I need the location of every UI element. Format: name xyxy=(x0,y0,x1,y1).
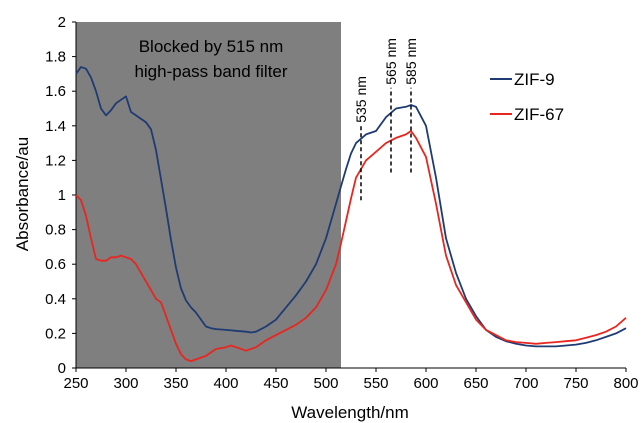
x-tick-label: 800 xyxy=(613,375,638,392)
y-tick-label: 2 xyxy=(58,14,66,31)
x-tick-label: 550 xyxy=(363,375,388,392)
y-tick-label: 0.8 xyxy=(45,222,66,239)
legend-label: ZIF-9 xyxy=(514,70,555,89)
x-axis-title: Wavelength/nm xyxy=(291,403,408,422)
x-tick-label: 500 xyxy=(313,375,338,392)
x-tick-label: 250 xyxy=(63,375,88,392)
blocked-region-label-line: Blocked by 515 nm xyxy=(139,37,284,56)
x-tick-label: 450 xyxy=(263,375,288,392)
x-tick-label: 300 xyxy=(113,375,138,392)
x-tick-label: 400 xyxy=(213,375,238,392)
y-tick-label: 1.4 xyxy=(45,118,66,135)
x-tick-label: 350 xyxy=(163,375,188,392)
x-tick-label: 750 xyxy=(563,375,588,392)
y-tick-label: 0.2 xyxy=(45,325,66,342)
y-axis-title: Absorbance/au xyxy=(13,137,32,251)
y-tick-label: 1.6 xyxy=(45,83,66,100)
x-tick-label: 600 xyxy=(413,375,438,392)
x-tick-label: 650 xyxy=(463,375,488,392)
y-tick-label: 1.8 xyxy=(45,49,66,66)
series-line-zif-9 xyxy=(75,66,627,348)
y-tick-label: 0.6 xyxy=(45,256,66,273)
y-tick-label: 1.2 xyxy=(45,152,66,169)
peak-marker-label: 585 nm xyxy=(403,38,419,85)
x-tick-label: 700 xyxy=(513,375,538,392)
series-line-zif-67 xyxy=(75,130,627,363)
peak-marker-label: 565 nm xyxy=(383,38,399,85)
y-tick-label: 0 xyxy=(58,360,66,377)
y-tick-label: 1 xyxy=(58,187,66,204)
peak-marker-label: 535 nm xyxy=(353,76,369,123)
blocked-region-label-line: high-pass band filter xyxy=(134,62,287,81)
blocked-region xyxy=(76,22,341,368)
y-tick-label: 0.4 xyxy=(45,291,66,308)
legend-label: ZIF-67 xyxy=(514,105,564,124)
